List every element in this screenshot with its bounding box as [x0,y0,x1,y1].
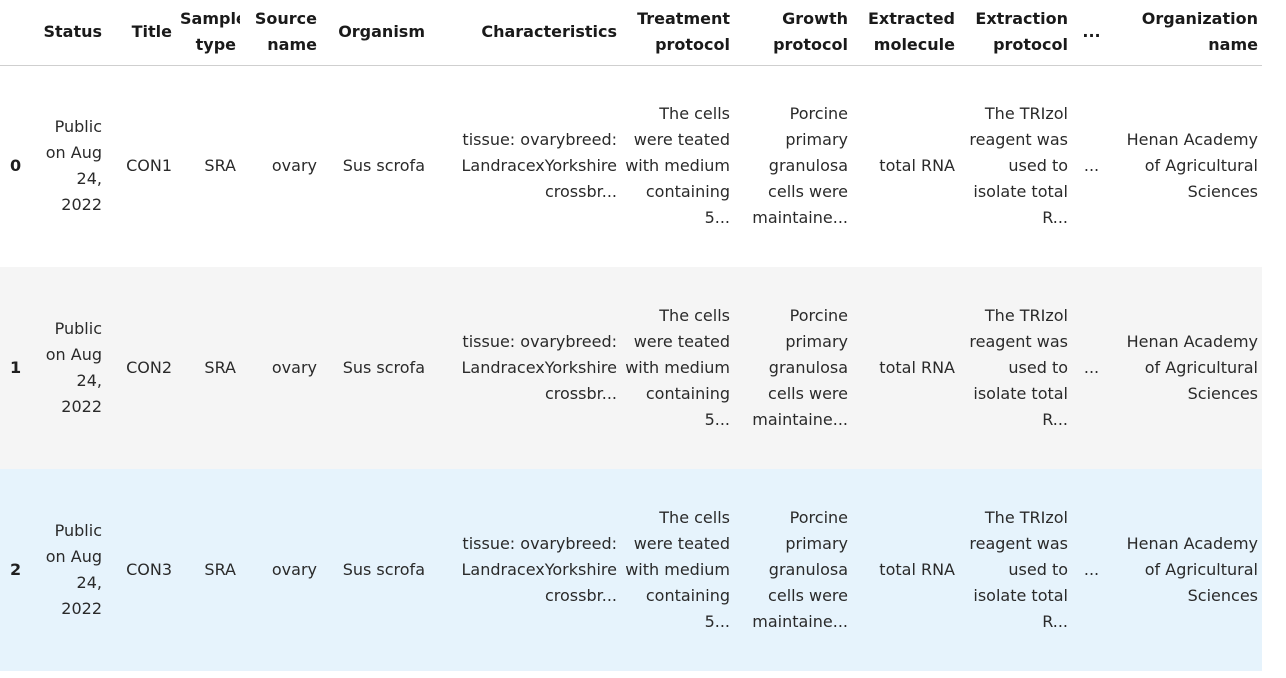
cell-characteristics: tissue: ovarybreed: LandracexYorkshire c… [461,130,618,202]
cell-organism: Sus scrofa [342,358,425,377]
cell-sample-type: SRA [204,358,236,377]
cell-organization-name: Henan Academy of Agricultural Sciences [1126,332,1258,403]
table-row: 2 Public on Aug 24, 2022 CON3 SRA ovary … [0,469,1262,671]
cell-source-name: ovary [271,156,317,176]
cell-ellipsis: ... [1083,156,1100,176]
cell-organism: Sus scrofa [342,560,425,579]
column-header-index [0,0,38,66]
table-row: 0 Public on Aug 24, 2022 CON1 SRA ovary … [0,65,1262,267]
cell-title: CON3 [126,560,172,579]
cell-ellipsis: ... [1083,560,1100,579]
cell-extraction-protocol: The TRIzol reagent was used to isolate t… [969,306,1068,429]
cell-treatment-protocol: The cells were teated with medium contai… [625,508,730,631]
cell-organization-name: Henan Academy of Agricultural Sciences [1126,130,1258,202]
cell-extraction-protocol: The TRIzol reagent was used to isolate t… [969,508,1068,631]
table-row: 1 Public on Aug 24, 2022 CON2 SRA ovary … [0,267,1262,469]
cell-source-name: ovary [271,560,317,579]
column-header-sample-type: Sample type [176,0,240,66]
cell-extracted-molecule: total RNA [879,358,955,377]
row-index: 2 [10,560,22,579]
cell-extraction-protocol: The TRIzol reagent was used to isolate t… [969,104,1068,228]
cell-characteristics: tissue: ovarybreed: LandracexYorkshire c… [461,332,618,403]
column-header-ellipsis: ... [1072,0,1111,66]
cell-status: Public on Aug 24, 2022 [45,319,102,416]
column-header-organization-name: Organization name [1111,0,1262,66]
column-header-extraction-protocol: Extraction protocol [959,0,1072,66]
cell-title: CON1 [126,156,172,176]
cell-growth-protocol: Porcine primary granulosa cells were mai… [752,508,848,631]
cell-organism: Sus scrofa [342,156,425,176]
column-header-characteristics: Characteristics [429,0,621,66]
cell-growth-protocol: Porcine primary granulosa cells were mai… [752,306,848,429]
cell-treatment-protocol: The cells were teated with medium contai… [625,104,730,228]
cell-status: Public on Aug 24, 2022 [45,521,102,618]
cell-source-name: ovary [271,358,317,377]
row-index: 1 [10,358,22,377]
row-index: 0 [10,156,22,176]
column-header-growth-protocol: Growth protocol [734,0,852,66]
cell-treatment-protocol: The cells were teated with medium contai… [625,306,730,429]
cell-sample-type: SRA [204,560,236,579]
cell-ellipsis: ... [1083,358,1100,377]
cell-organization-name: Henan Academy of Agricultural Sciences [1126,534,1258,605]
cell-growth-protocol: Porcine primary granulosa cells were mai… [752,104,848,228]
column-header-source-name: Source name [240,0,321,66]
data-table: Status Title Sample type Source name Org… [0,0,1262,671]
cell-status: Public on Aug 24, 2022 [45,117,102,215]
cell-sample-type: SRA [204,156,236,176]
cell-title: CON2 [126,358,172,377]
column-header-status: Status [38,0,106,66]
cell-extracted-molecule: total RNA [879,560,955,579]
column-header-extracted-molecule: Extracted molecule [852,0,959,66]
cell-characteristics: tissue: ovarybreed: LandracexYorkshire c… [461,534,618,605]
column-header-treatment-protocol: Treatment protocol [621,0,734,66]
column-header-organism: Organism [321,0,429,66]
header-row: Status Title Sample type Source name Org… [0,0,1262,66]
cell-extracted-molecule: total RNA [879,156,955,176]
column-header-title: Title [106,0,176,66]
